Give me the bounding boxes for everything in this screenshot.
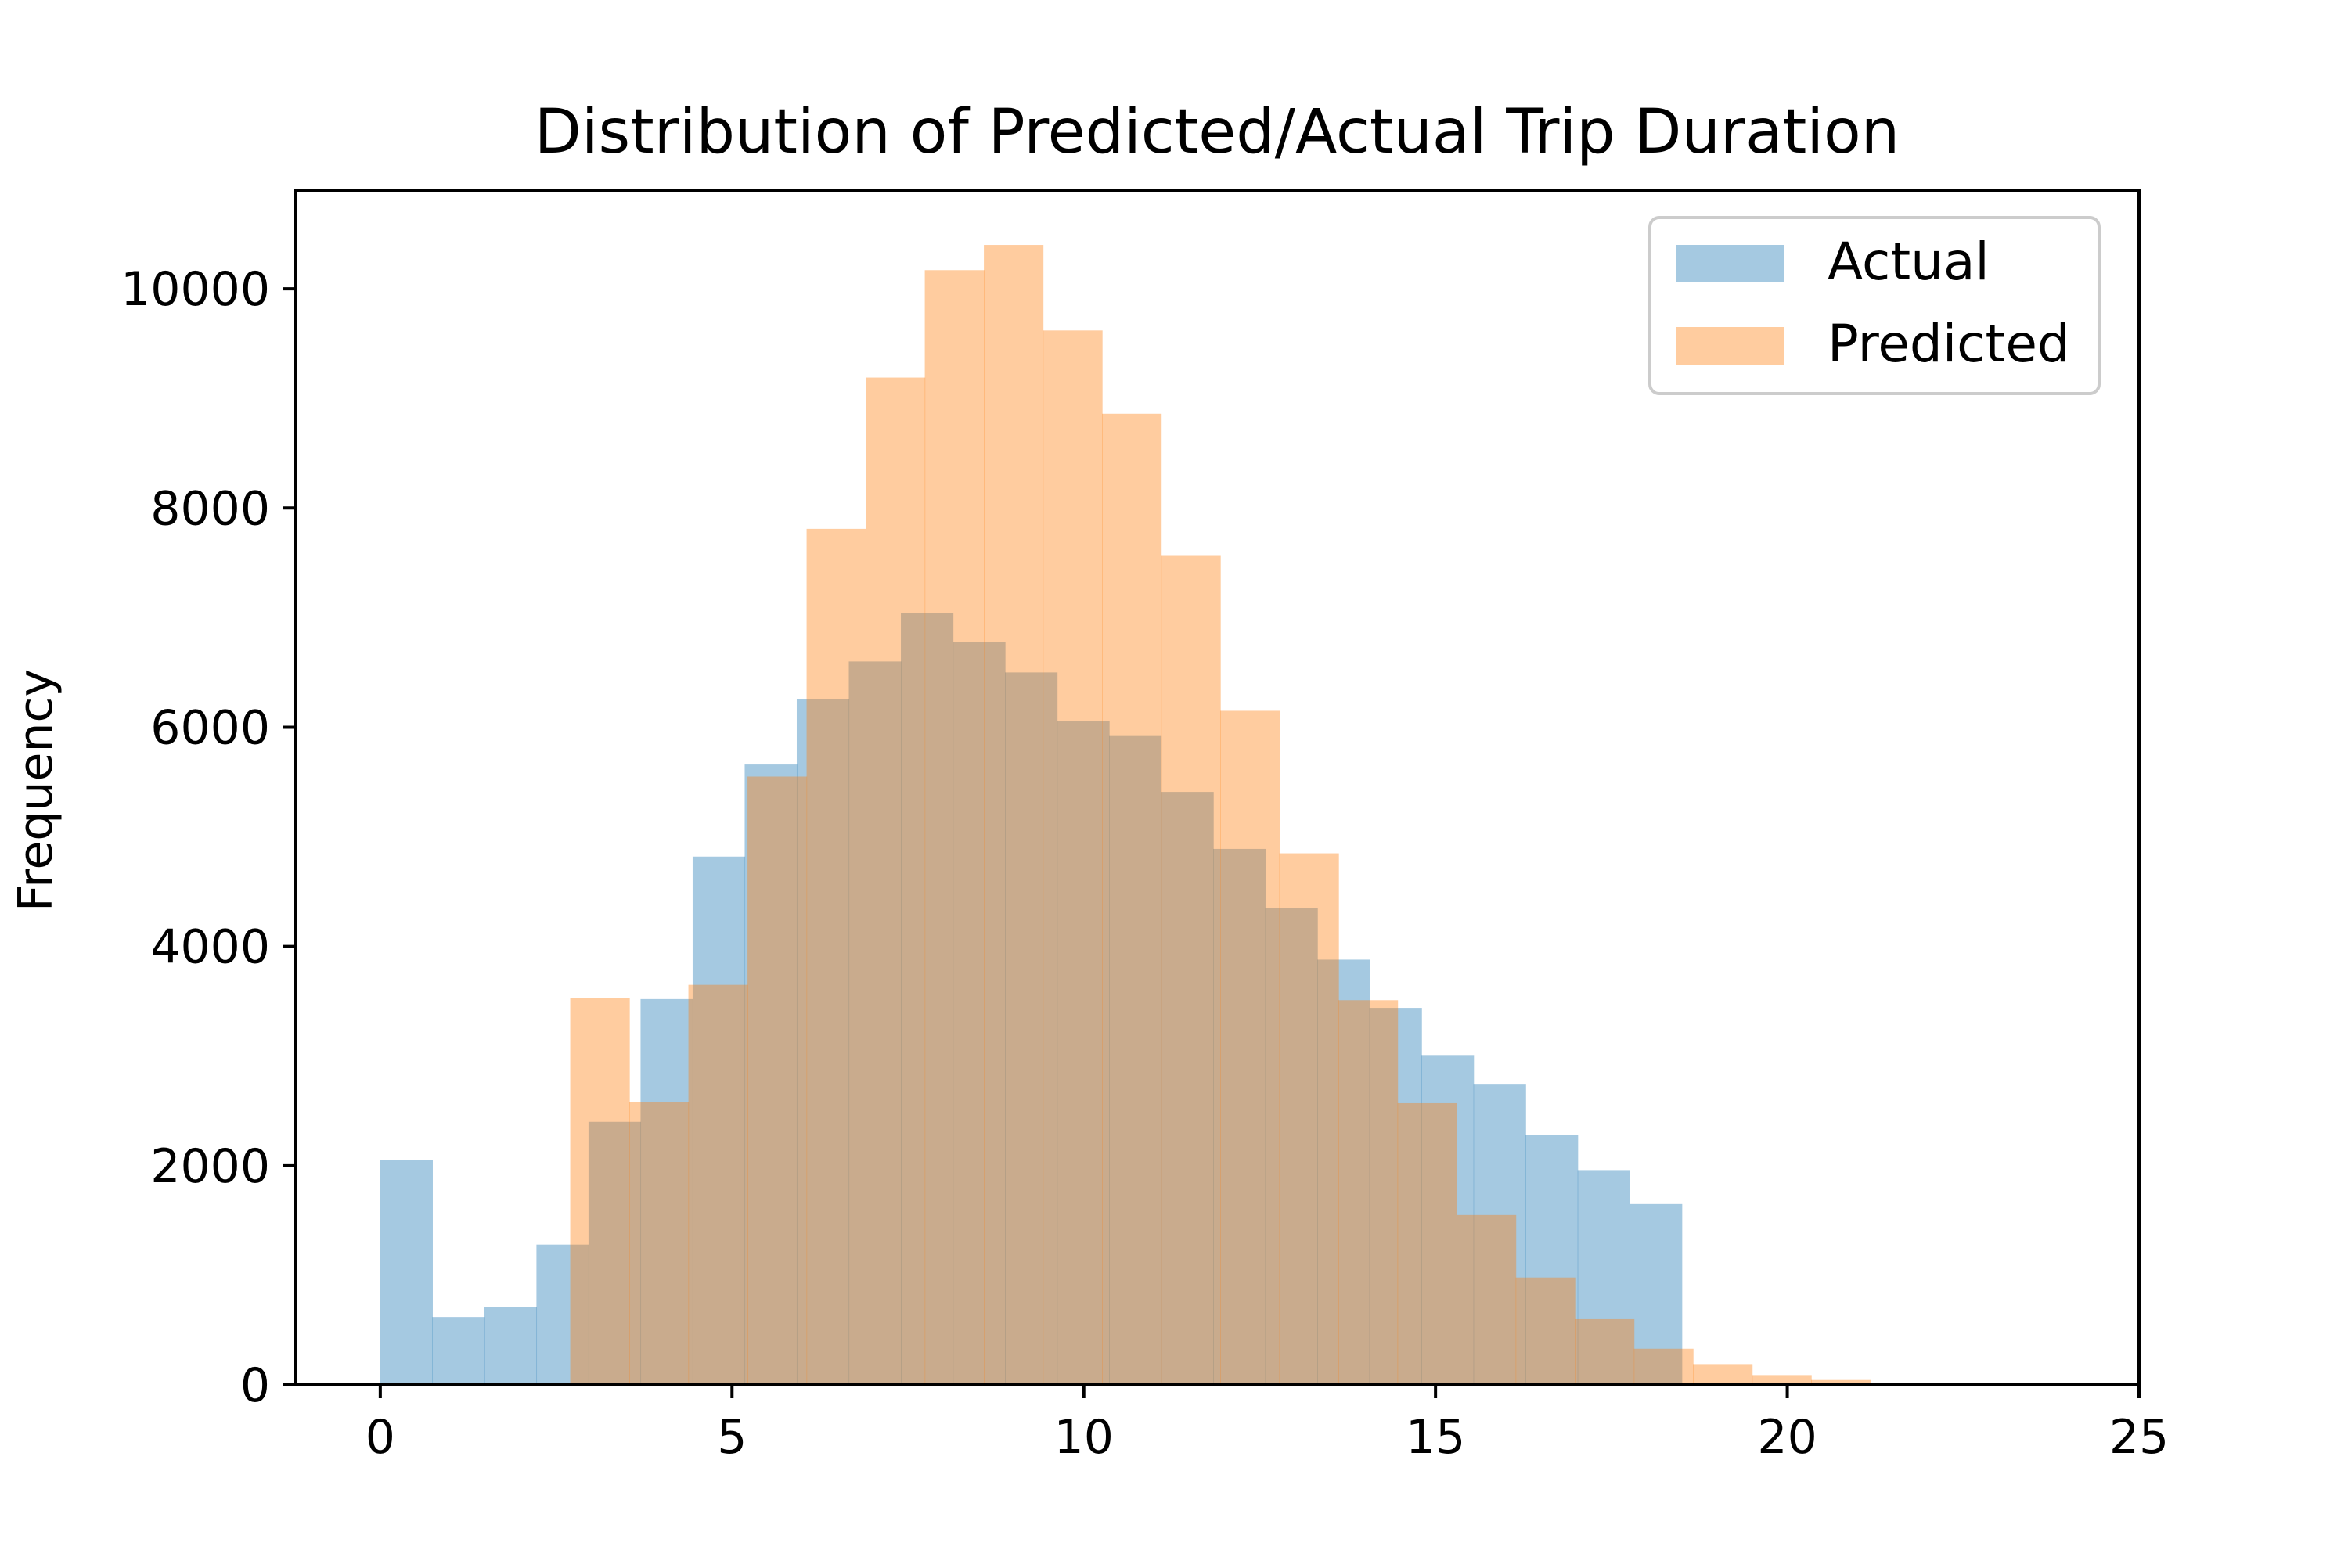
legend-frame bbox=[1648, 216, 2101, 395]
series-actual bbox=[380, 613, 1683, 1385]
bar-predicted-17 bbox=[1575, 1318, 1635, 1385]
bar-actual-10 bbox=[901, 613, 954, 1385]
bar-predicted-20 bbox=[1752, 1375, 1812, 1385]
bar-predicted-15 bbox=[1457, 1214, 1517, 1385]
bar-actual-20 bbox=[1421, 1055, 1475, 1385]
y-tick-label: 6000 bbox=[150, 700, 270, 755]
y-axis-label: Frequency bbox=[9, 669, 63, 912]
bar-predicted-6 bbox=[924, 270, 985, 1385]
bar-actual-2 bbox=[484, 1307, 538, 1385]
x-tick-label: 0 bbox=[366, 1410, 395, 1465]
bar-predicted-18 bbox=[1633, 1348, 1694, 1385]
bar-predicted-1 bbox=[629, 1102, 690, 1385]
bar-actual-3 bbox=[536, 1244, 589, 1385]
bar-predicted-11 bbox=[1220, 710, 1280, 1385]
bar-actual-15 bbox=[1161, 792, 1214, 1385]
bar-predicted-7 bbox=[984, 245, 1044, 1385]
series-predicted bbox=[570, 245, 1930, 1385]
bar-predicted-19 bbox=[1693, 1364, 1753, 1385]
bar-predicted-5 bbox=[866, 377, 926, 1385]
axes-layer: 0 5 10 15 20 25 0 2000 4000 6000 8000 10000 bbox=[121, 189, 2169, 1465]
y-tick-label: 8000 bbox=[150, 481, 270, 536]
bar-actual-11 bbox=[953, 642, 1006, 1385]
bar-actual-13 bbox=[1057, 721, 1110, 1385]
bar-actual-5 bbox=[640, 998, 693, 1385]
bar-actual-21 bbox=[1473, 1084, 1526, 1385]
x-tick-label: 20 bbox=[1757, 1410, 1817, 1465]
bar-actual-0 bbox=[380, 1160, 433, 1385]
bar-actual-9 bbox=[848, 661, 902, 1385]
y-tick-label: 2000 bbox=[150, 1139, 270, 1194]
bar-actual-22 bbox=[1525, 1135, 1579, 1385]
bar-actual-1 bbox=[432, 1317, 485, 1385]
bar-actual-12 bbox=[1005, 672, 1058, 1385]
bar-actual-17 bbox=[1265, 908, 1318, 1385]
legend-swatch-actual bbox=[1676, 245, 1784, 282]
legend-label-predicted: Predicted bbox=[1828, 314, 2070, 374]
bar-predicted-16 bbox=[1515, 1277, 1576, 1385]
bar-predicted-4 bbox=[806, 528, 866, 1385]
bar-predicted-8 bbox=[1043, 330, 1103, 1385]
bar-predicted-3 bbox=[747, 776, 808, 1385]
x-tick-label: 5 bbox=[717, 1410, 747, 1465]
plot-frame bbox=[294, 189, 2141, 1386]
y-tick-label: 4000 bbox=[150, 920, 270, 975]
bar-actual-24 bbox=[1630, 1203, 1683, 1385]
bar-actual-7 bbox=[744, 764, 798, 1385]
bar-actual-18 bbox=[1317, 959, 1370, 1385]
bar-predicted-13 bbox=[1338, 1000, 1399, 1385]
bar-predicted-12 bbox=[1279, 853, 1339, 1385]
legend-label-actual: Actual bbox=[1828, 232, 1990, 292]
bar-predicted-0 bbox=[570, 998, 630, 1385]
bar-actual-19 bbox=[1369, 1008, 1422, 1385]
bar-actual-23 bbox=[1577, 1170, 1630, 1385]
bar-actual-16 bbox=[1213, 848, 1266, 1385]
bar-actual-6 bbox=[692, 856, 746, 1385]
x-tick-label: 10 bbox=[1054, 1410, 1114, 1465]
bar-predicted-21 bbox=[1811, 1379, 1871, 1385]
bars-layer bbox=[380, 245, 1930, 1385]
x-tick-label: 15 bbox=[1406, 1410, 1465, 1465]
chart-title: Distribution of Predicted/Actual Trip Du… bbox=[535, 97, 1900, 167]
bar-actual-4 bbox=[588, 1121, 642, 1385]
bar-predicted-14 bbox=[1397, 1102, 1457, 1385]
x-tick-label: 25 bbox=[2109, 1410, 2169, 1465]
legend-swatch-predicted bbox=[1676, 327, 1784, 365]
bar-predicted-9 bbox=[1102, 413, 1162, 1385]
bar-actual-14 bbox=[1109, 735, 1162, 1385]
bar-actual-8 bbox=[796, 699, 850, 1385]
y-tick-label: 10000 bbox=[121, 262, 270, 317]
bar-predicted-10 bbox=[1161, 555, 1221, 1385]
y-tick-label: 0 bbox=[240, 1358, 270, 1413]
bar-predicted-2 bbox=[688, 984, 748, 1385]
legend: Actual Predicted bbox=[1648, 216, 2101, 395]
